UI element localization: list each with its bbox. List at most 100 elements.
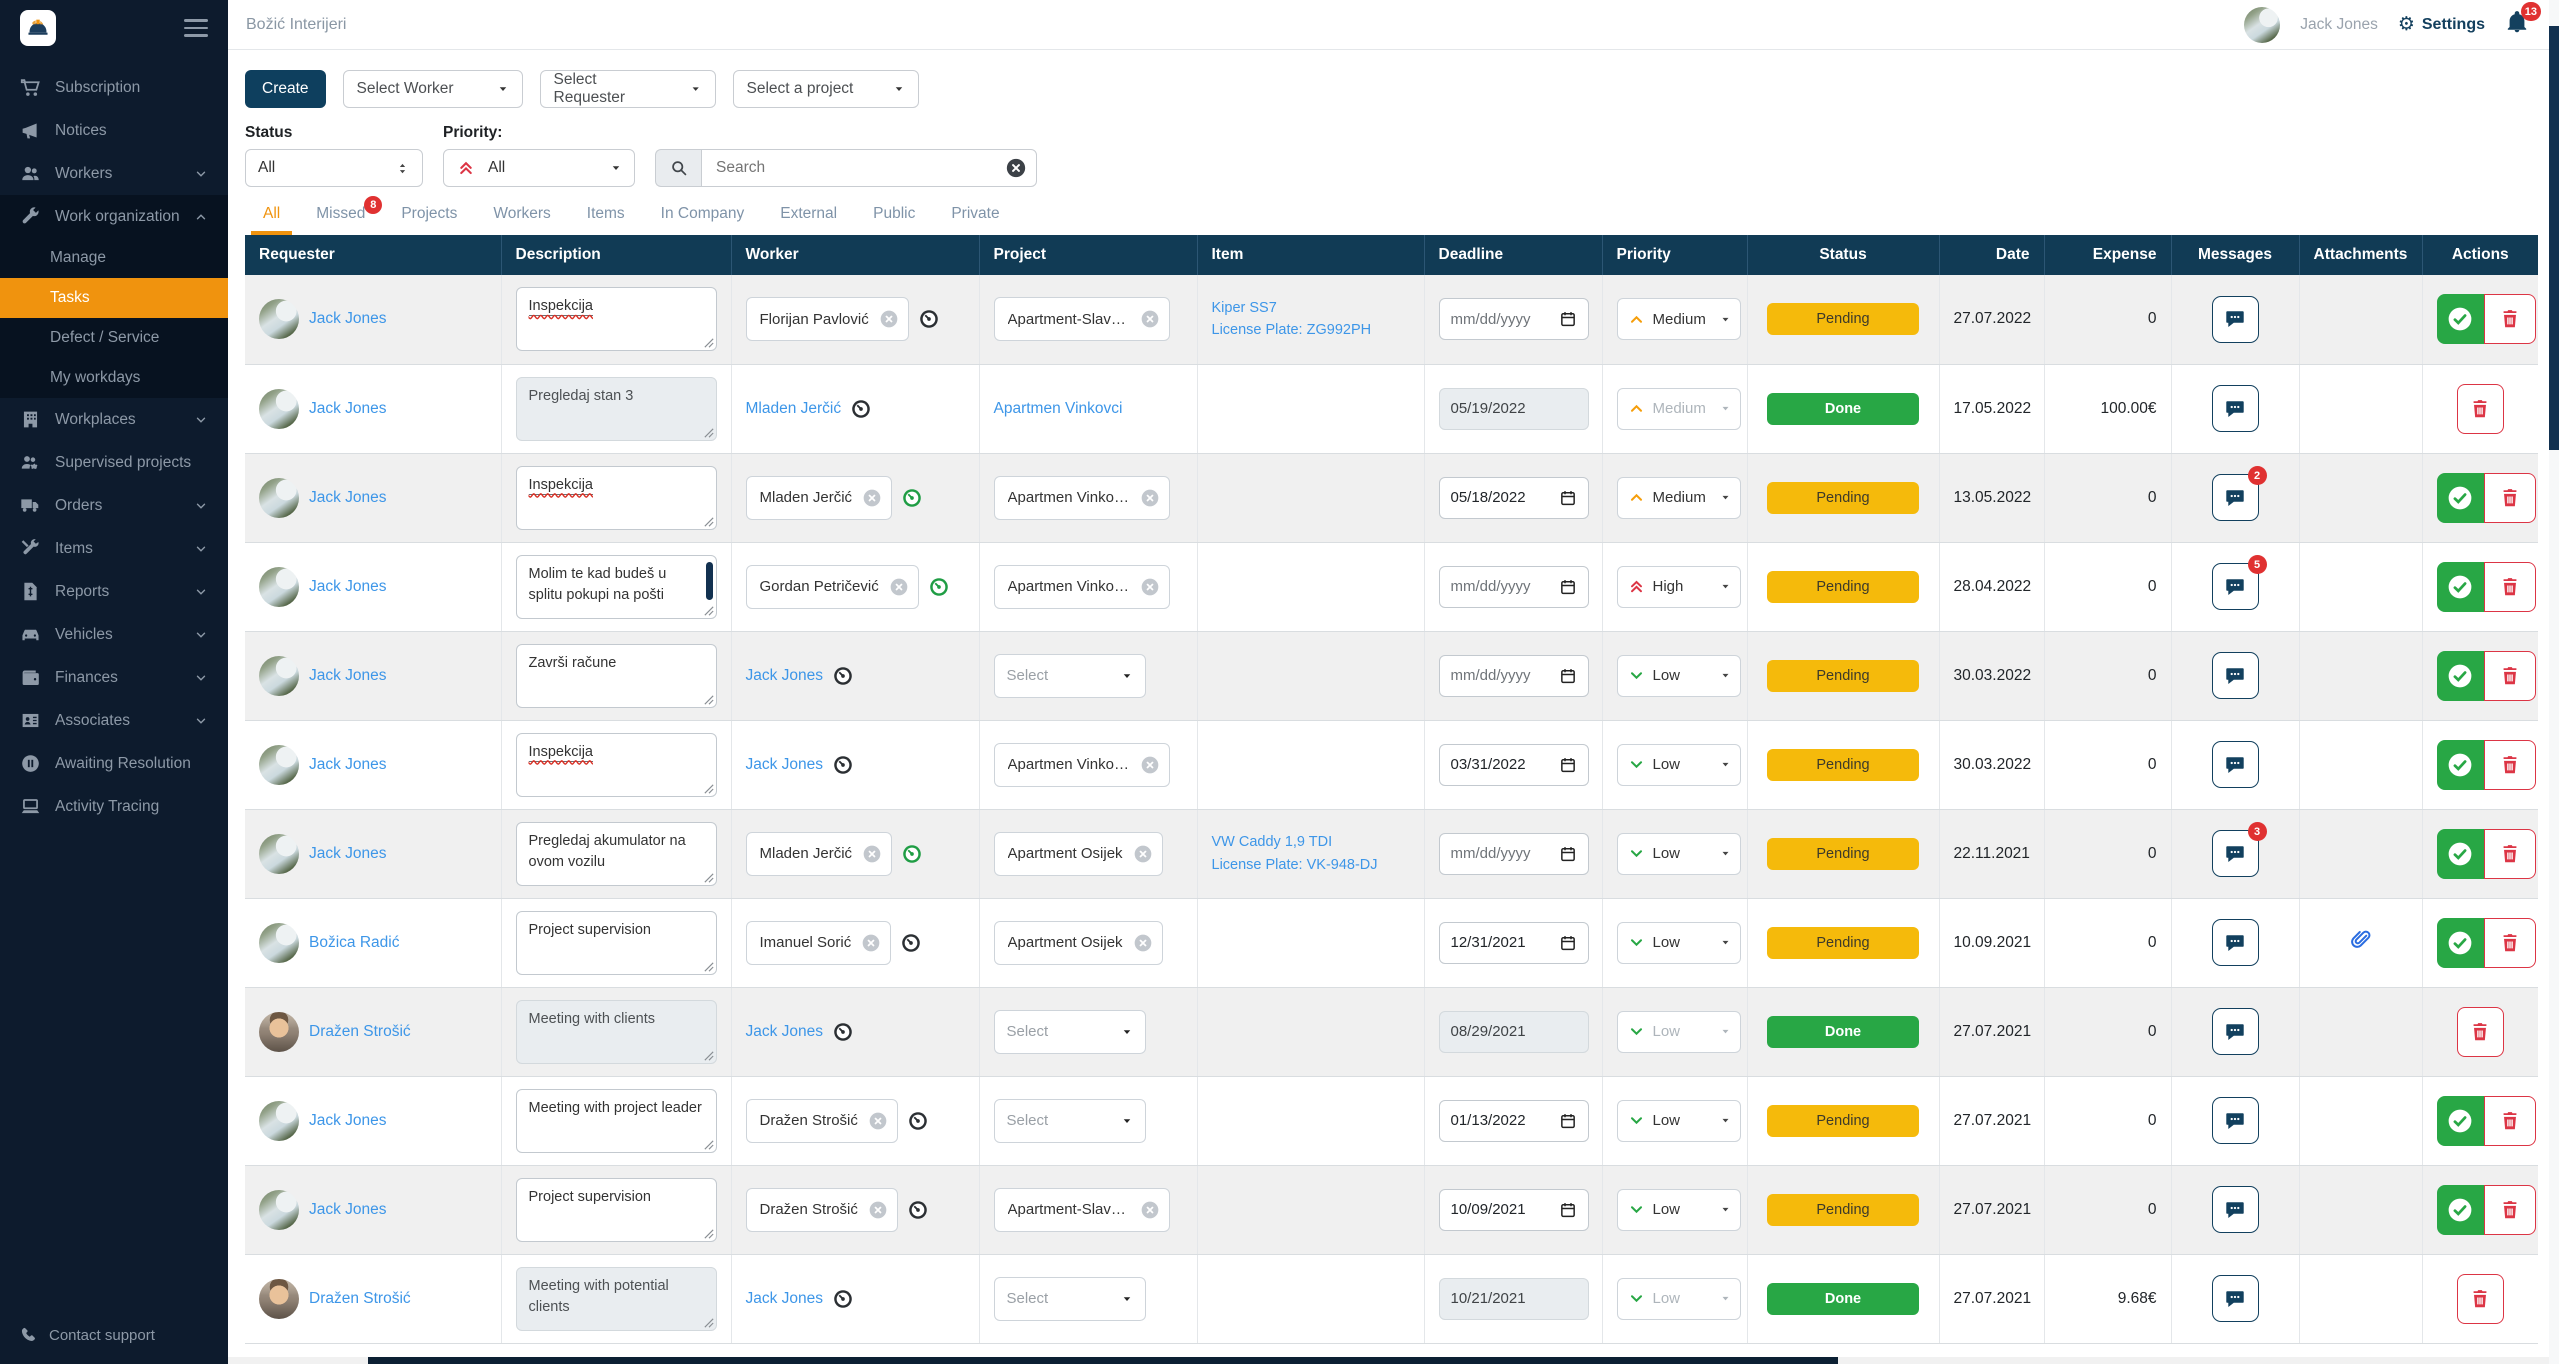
sidebar-item-vehicles[interactable]: Vehicles: [0, 613, 228, 656]
resize-handle-icon[interactable]: [703, 1050, 714, 1061]
calendar-icon[interactable]: [1559, 310, 1577, 328]
delete-button[interactable]: [2456, 1006, 2504, 1057]
priority-select[interactable]: Medium: [1616, 298, 1741, 341]
create-button[interactable]: Create: [245, 70, 326, 108]
delete-button[interactable]: [2483, 739, 2536, 790]
calendar-icon[interactable]: [1559, 1201, 1577, 1219]
requester-link[interactable]: Jack Jones: [309, 1111, 387, 1129]
remove-project-icon[interactable]: [1140, 577, 1160, 597]
paperclip-icon[interactable]: [2349, 928, 2373, 952]
priority-select[interactable]: Low: [1616, 654, 1741, 697]
mark-done-button[interactable]: [2436, 917, 2484, 968]
priority-select[interactable]: Low: [1616, 1277, 1741, 1320]
project-link[interactable]: Apartmen Vinkovci: [993, 399, 1123, 417]
worker-time-icon[interactable]: [832, 1288, 854, 1310]
select-worker-dropdown[interactable]: Select Worker: [342, 70, 523, 108]
mark-done-button[interactable]: [2436, 828, 2484, 879]
resize-handle-icon[interactable]: [703, 605, 714, 616]
requester-link[interactable]: Jack Jones: [309, 844, 387, 862]
horizontal-scrollbar-thumb[interactable]: [368, 1357, 1838, 1364]
priority-select[interactable]: High: [1616, 565, 1741, 608]
priority-select[interactable]: Low: [1616, 921, 1741, 964]
deadline-input[interactable]: 10/09/2021: [1438, 1188, 1589, 1231]
item-link[interactable]: VW Caddy 1,9 TDI: [1211, 834, 1333, 851]
textarea-scrollbar-thumb[interactable]: [705, 561, 713, 600]
priority-select[interactable]: Low: [1616, 743, 1741, 786]
sidebar-item-activity-tracing[interactable]: Activity Tracing: [0, 785, 228, 828]
calendar-icon[interactable]: [1559, 1112, 1577, 1130]
remove-worker-icon[interactable]: [889, 577, 909, 597]
menu-toggle-icon[interactable]: [184, 19, 208, 37]
vertical-scrollbar[interactable]: [2549, 0, 2559, 1364]
worker-pill[interactable]: Imanuel Sorić: [745, 920, 892, 965]
worker-time-icon[interactable]: [901, 487, 923, 509]
mark-done-button[interactable]: [2436, 739, 2484, 790]
tab-external[interactable]: External: [780, 205, 837, 223]
priority-select[interactable]: Low: [1616, 832, 1741, 875]
worker-pill[interactable]: Mladen Jerčić: [745, 475, 893, 520]
mark-done-button[interactable]: [2436, 294, 2484, 345]
calendar-icon[interactable]: [1559, 489, 1577, 507]
delete-button[interactable]: [2456, 1273, 2504, 1324]
deadline-input[interactable]: mm/dd/yyyy: [1438, 832, 1589, 875]
description-textarea[interactable]: Pregledaj stan 3: [515, 376, 717, 441]
messages-button[interactable]: [2211, 385, 2259, 432]
requester-link[interactable]: Jack Jones: [309, 666, 387, 684]
calendar-icon[interactable]: [1559, 578, 1577, 596]
calendar-icon[interactable]: [1559, 667, 1577, 685]
project-select[interactable]: Select: [993, 1098, 1146, 1143]
calendar-icon[interactable]: [1559, 934, 1577, 952]
user-avatar[interactable]: [2244, 6, 2281, 43]
messages-button[interactable]: [2211, 919, 2259, 966]
worker-time-icon[interactable]: [907, 1199, 929, 1221]
messages-button[interactable]: [2211, 1186, 2259, 1233]
messages-button[interactable]: 2: [2211, 466, 2267, 521]
worker-pill[interactable]: Gordan Petričević: [745, 564, 919, 609]
delete-button[interactable]: [2483, 828, 2536, 879]
deadline-input[interactable]: 05/19/2022: [1438, 387, 1589, 430]
sidebar-item-supervised-projects[interactable]: Supervised projects: [0, 441, 228, 484]
worker-pill[interactable]: Florijan Pavlović: [745, 297, 909, 342]
description-textarea[interactable]: Inspekcija: [515, 287, 717, 352]
resize-handle-icon[interactable]: [703, 783, 714, 794]
worker-link[interactable]: Jack Jones: [745, 1022, 824, 1040]
remove-project-icon[interactable]: [1140, 309, 1160, 329]
item-link[interactable]: License Plate: ZG992PH: [1211, 322, 1372, 339]
description-textarea[interactable]: Meeting with clients: [515, 999, 717, 1064]
status-filter-select[interactable]: All: [245, 149, 423, 187]
messages-button[interactable]: [2211, 1275, 2259, 1322]
resize-handle-icon[interactable]: [703, 694, 714, 705]
tab-items[interactable]: Items: [587, 205, 625, 223]
sidebar-item-reports[interactable]: Reports: [0, 570, 228, 613]
tab-projects[interactable]: Projects: [401, 205, 457, 223]
messages-button[interactable]: 3: [2211, 822, 2267, 877]
app-logo[interactable]: [20, 10, 56, 46]
mark-done-button[interactable]: [2436, 561, 2484, 612]
delete-button[interactable]: [2483, 294, 2536, 345]
tab-private[interactable]: Private: [951, 205, 999, 223]
worker-link[interactable]: Mladen Jerčić: [745, 399, 842, 417]
calendar-icon[interactable]: [1559, 845, 1577, 863]
worker-time-icon[interactable]: [928, 576, 950, 598]
sidebar-item-workers[interactable]: Workers: [0, 152, 228, 195]
requester-link[interactable]: Jack Jones: [309, 399, 387, 417]
worker-time-icon[interactable]: [850, 398, 872, 420]
deadline-input[interactable]: 10/21/2021: [1438, 1277, 1589, 1320]
mark-done-button[interactable]: [2436, 472, 2484, 523]
delete-button[interactable]: [2483, 917, 2536, 968]
sidebar-item-awaiting-resolution[interactable]: Awaiting Resolution: [0, 742, 228, 785]
tab-missed[interactable]: Missed 8: [316, 196, 383, 223]
vertical-scrollbar-thumb[interactable]: [2549, 26, 2559, 450]
notifications-button[interactable]: 13: [2505, 2, 2541, 39]
deadline-input[interactable]: 01/13/2022: [1438, 1099, 1589, 1142]
description-textarea[interactable]: Završi račune: [515, 643, 717, 708]
worker-time-icon[interactable]: [901, 843, 923, 865]
worker-time-icon[interactable]: [832, 754, 854, 776]
deadline-input[interactable]: mm/dd/yyyy: [1438, 565, 1589, 608]
description-textarea[interactable]: Pregledaj akumulator na ovom vozilu: [515, 821, 717, 886]
horizontal-scrollbar[interactable]: [228, 1357, 2549, 1364]
remove-project-icon[interactable]: [1140, 488, 1160, 508]
deadline-input[interactable]: mm/dd/yyyy: [1438, 654, 1589, 697]
resize-handle-icon[interactable]: [703, 427, 714, 438]
priority-select[interactable]: Low: [1616, 1099, 1741, 1142]
